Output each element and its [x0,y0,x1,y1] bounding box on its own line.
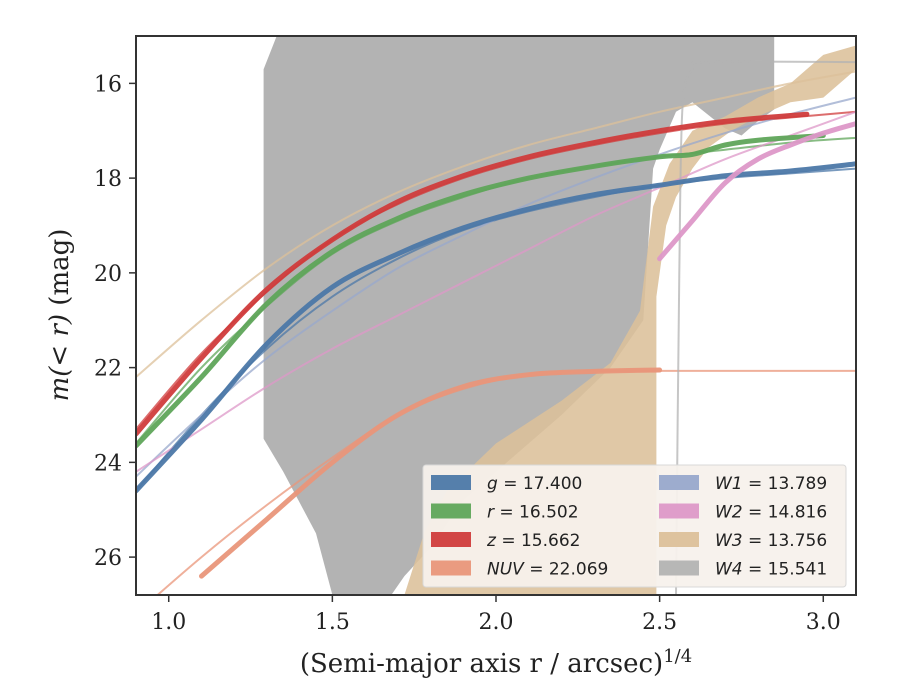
ticks-layer: 1.0 1.5 2.0 2.5 3.0 16 18 20 22 24 26 [94,72,841,635]
legend-label-z: z = 15.662 [486,531,580,551]
x-tick-label: 3.0 [806,610,841,635]
x-tick-label: 2.5 [642,610,677,635]
model-line-w1 [136,96,856,478]
legend-label-w2: W2 = 14.816 [715,503,827,523]
legend-label-g: g = 17.400 [487,474,582,494]
y-tick-label: 24 [94,451,122,476]
legend-label-r: r = 16.502 [487,503,579,523]
y-tick-label: 22 [94,357,122,382]
x-tick-label: 2.0 [479,610,514,635]
y-axis-label: m(< r) (mag) [45,229,75,402]
data-line-w2 [657,121,856,262]
y-axis-label-unit: (mag) [45,229,75,314]
legend-swatch-w3 [659,532,699,547]
legend-swatch-z [431,532,471,547]
data-line-nuv [199,367,663,579]
y-tick-label: 26 [94,546,122,571]
legend-swatch-w2 [659,503,699,519]
legend-entries: g = 17.400 r = 16.502 z = 15.662 NUV = 22.0… [431,474,827,580]
legend-label-w3: W3 = 13.756 [715,531,827,551]
x-axis-label: (Semi-major axis r / arcsec)1/4 [300,646,692,679]
legend-box [422,464,847,588]
legend: g = 17.400 r = 16.502 z = 15.662 NUV = 22.0… [422,464,847,588]
legend-label-nuv: NUV = 22.069 [487,560,608,580]
legend-swatch-g [431,475,471,490]
data-line-g [136,161,856,494]
legend-label-w1: W1 = 13.789 [715,474,827,494]
legend-label-w4: W4 = 15.541 [715,560,827,580]
y-axis-label-main: m(< r) [45,314,75,401]
band-w3 [404,45,856,595]
x-tick-label: 1.0 [151,610,186,635]
x-axis-label-exponent: 1/4 [663,646,692,667]
data-line-z [136,111,810,437]
model-line-w2 [136,110,856,473]
y-tick-label: 18 [94,167,122,192]
x-axis-label-text: (Semi-major axis r / arcsec) [300,649,663,679]
band-w4 [263,36,775,595]
legend-swatch-w4 [659,560,699,576]
y-tick-label: 20 [94,262,122,287]
legend-swatch-w1 [659,475,699,490]
model-line-w4 [675,60,856,595]
data-lines-layer [136,111,856,579]
legend-swatch-r [431,503,471,519]
model-line-w3 [136,70,856,378]
bands-layer [263,36,856,595]
legend-swatch-nuv [431,560,471,576]
data-line-r [136,133,826,449]
y-tick-label: 16 [94,72,122,97]
x-tick-label: 1.5 [315,610,350,635]
